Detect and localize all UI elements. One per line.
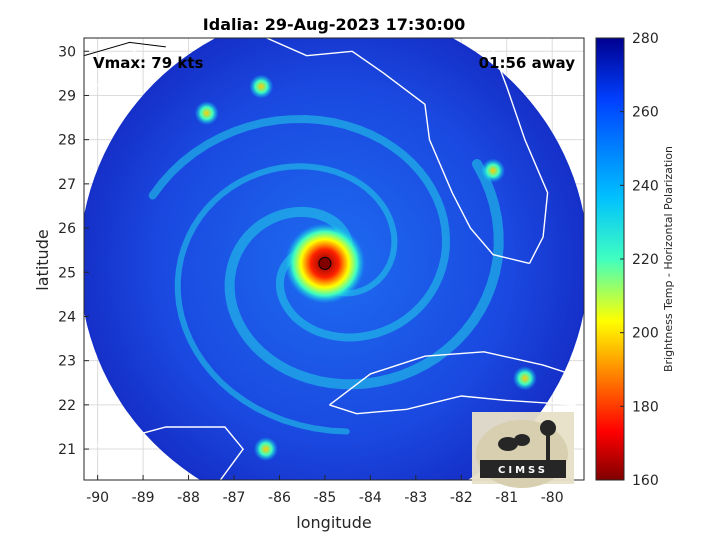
coastlines [84,38,584,480]
convective-cell [512,366,537,391]
y-tick-label: 28 [58,133,76,149]
x-tick-label: -89 [132,490,155,506]
colorbar-ticks: 160 180 200 220 240 260 280 [620,31,659,489]
x-tick-label: -83 [404,490,427,506]
colorbar-tick-label: 260 [632,105,659,121]
convective-cell [481,158,506,183]
chart-title: Idalia: 29-Aug-2023 17:30:00 [203,15,465,34]
x-tick-label: -90 [86,490,109,506]
coastline [84,426,244,480]
y-tick-label: 22 [58,398,76,414]
cimss-logo: CIMSS [472,412,574,488]
colorbar-tick-label: 240 [632,178,659,194]
y-axis-ticks: 21 22 23 24 25 26 27 28 29 30 [58,44,89,458]
brightness-temp-field [84,38,584,480]
coastline [487,38,549,264]
vmax-annotation: Vmax: 79 kts [93,54,203,72]
y-tick-label: 30 [58,44,76,60]
x-tick-label: -80 [541,490,564,506]
x-tick-label: -88 [177,490,200,506]
storm-center-marker [318,256,332,270]
coastline [84,38,140,88]
x-tick-label: -84 [359,490,382,506]
colorbar-tick-label: 180 [632,399,659,415]
y-tick-label: 21 [58,442,76,458]
y-tick-label: 24 [58,309,76,325]
x-tick-label: -86 [268,490,291,506]
colorbar-tick-label: 200 [632,326,659,342]
x-tick-label: -82 [450,490,473,506]
plot-frame [83,37,585,481]
convective-cell [249,74,274,99]
coastline [211,38,530,265]
convective-cell [194,101,219,126]
coastline [329,351,584,415]
cimss-logo-text: CIMSS [498,465,548,476]
time-away-annotation: 01:56 away [479,54,576,72]
x-tick-label: -85 [313,490,336,506]
x-tick-label: -87 [223,490,246,506]
y-axis-label: latitude [33,229,52,290]
rain-band [148,114,451,342]
convective-cell [253,437,278,462]
colorbar-tick-label: 220 [632,252,659,268]
colorbar-label: Brightness Temp - Horizontal Polarizatio… [662,146,675,372]
y-tick-label: 26 [58,221,76,237]
colorbar: 160 180 200 220 240 260 280 Brightness Temp - … [595,31,675,489]
colorbar-tick-label: 160 [632,473,659,489]
colorbar-gradient [595,37,625,481]
y-tick-label: 27 [58,177,76,193]
x-tick-label: -81 [495,490,518,506]
y-tick-label: 23 [58,354,76,370]
x-axis-label: longitude [296,513,371,532]
x-axis-ticks: -90 -89 -88 -87 -86 -85 -84 -83 -82 -81 -80 [86,475,564,506]
plot-area [83,37,585,481]
land-outline [84,41,166,57]
y-tick-label: 29 [58,88,76,104]
y-tick-label: 25 [58,265,76,281]
colorbar-tick-label: 280 [632,31,659,47]
